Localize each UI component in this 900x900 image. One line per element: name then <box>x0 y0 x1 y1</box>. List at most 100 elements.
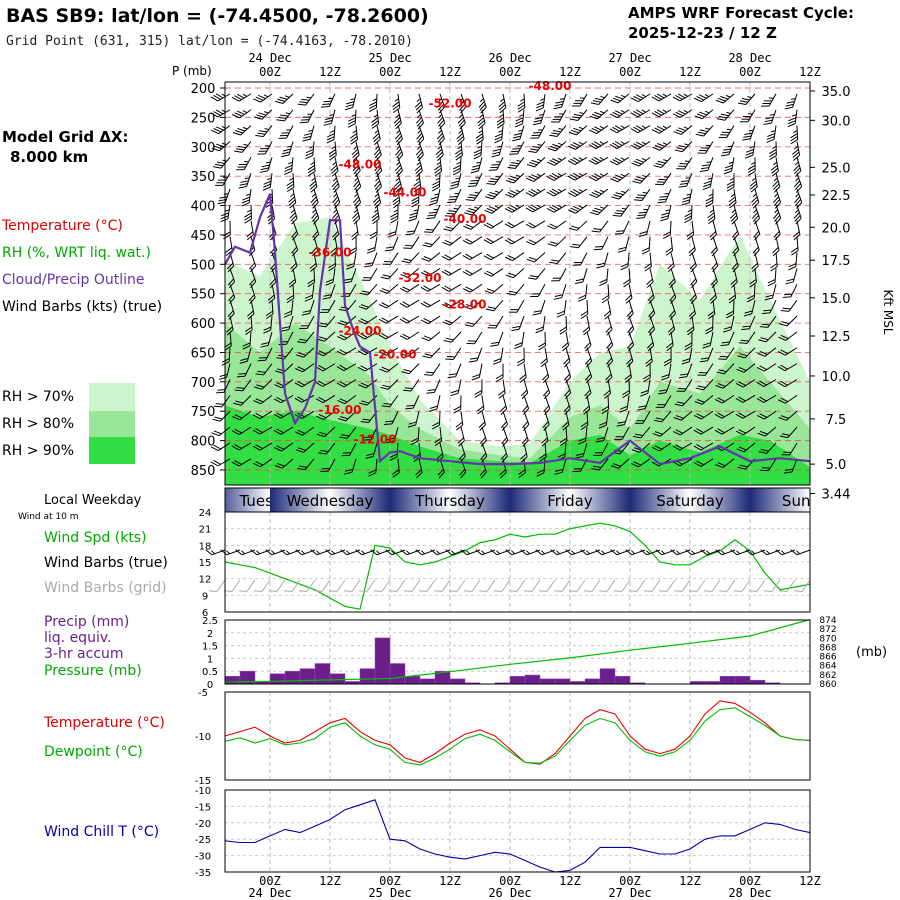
barb-shaft <box>578 236 588 249</box>
barb-half-flag <box>211 550 216 555</box>
barb-shaft <box>775 252 778 267</box>
wind-barb-grid <box>418 579 436 592</box>
barb-flag <box>394 132 401 140</box>
wind-barb-grid <box>253 579 271 592</box>
barb-shaft <box>390 252 399 265</box>
barb-shaft <box>452 347 462 360</box>
barb-shaft <box>250 220 254 235</box>
barb-flag <box>528 277 537 280</box>
barb-flag <box>517 104 525 110</box>
barb-shaft <box>292 236 299 251</box>
barb-flag <box>646 342 654 349</box>
barb-flag <box>413 180 421 187</box>
barb-shaft <box>407 283 420 293</box>
wind-barb <box>476 395 485 415</box>
wind-tick-label: 18 <box>199 541 212 552</box>
barb-flag <box>719 355 728 358</box>
barb-flag <box>304 294 313 299</box>
wind-barb <box>782 284 798 298</box>
wind-barb <box>641 236 651 255</box>
barb-flag <box>540 361 548 368</box>
wind-barb <box>509 141 525 155</box>
barb-shaft <box>220 157 231 169</box>
wind-barb <box>434 427 443 447</box>
barb-flag <box>720 134 729 136</box>
barb-shaft <box>742 410 756 419</box>
barb-flag <box>483 224 492 229</box>
model-grid-value: 8.000 km <box>10 148 88 166</box>
pressure-axis-title: P (mb) <box>172 64 212 78</box>
wind-barb <box>728 284 737 304</box>
barb-flag <box>536 104 544 109</box>
dewpoint-label: Dewpoint (°C) <box>44 744 143 760</box>
barb-flag <box>720 113 729 117</box>
barb-shaft <box>388 268 399 280</box>
barb-shaft <box>428 315 441 325</box>
barb-flag <box>344 107 353 111</box>
barb-flag <box>585 357 592 365</box>
barb-shaft <box>284 347 294 360</box>
barb-flag <box>385 246 395 249</box>
barb-flag <box>627 313 634 320</box>
top-hour-label: 00Z <box>259 65 281 79</box>
barb-shaft <box>665 379 672 393</box>
barb-half-flag <box>796 550 801 555</box>
temperature-contour-label: -44.00 <box>384 186 427 200</box>
barb-shaft <box>763 394 777 403</box>
wind-barb <box>484 283 504 294</box>
barb-half-flag <box>466 550 471 555</box>
barb-shaft <box>240 395 252 406</box>
barb-flag <box>313 590 323 592</box>
barb-flag <box>228 294 235 302</box>
precip-bar <box>539 678 556 685</box>
barb-flag <box>759 380 767 386</box>
barb-flag <box>238 186 247 189</box>
wind-barb <box>590 204 609 216</box>
barb-half-flag <box>752 193 757 198</box>
barb-flag <box>654 445 663 450</box>
barb-flag <box>597 262 606 266</box>
wind-barb <box>693 458 714 467</box>
barb-flag <box>717 397 726 402</box>
barb-shaft <box>796 236 799 251</box>
barb-flag <box>322 297 331 300</box>
barb-flag <box>590 211 599 216</box>
wind-barb <box>630 93 651 103</box>
barb-half-flag <box>641 141 647 145</box>
wind-barb <box>246 220 254 241</box>
barb-flag <box>599 421 607 426</box>
barb-shaft <box>731 157 735 172</box>
barb-flag <box>763 590 773 592</box>
barb-flag <box>634 422 643 424</box>
barb-shaft <box>691 315 695 330</box>
barb-flag <box>311 249 319 257</box>
barb-shaft <box>475 173 483 187</box>
barb-half-flag <box>375 145 379 150</box>
barb-flag <box>297 103 306 106</box>
barb-flag <box>632 435 642 439</box>
barb-flag <box>438 471 445 479</box>
barb-flag <box>614 110 623 115</box>
barb-flag <box>684 215 692 221</box>
barb-flag <box>514 123 523 128</box>
wind-barb <box>352 157 361 177</box>
wind-barb <box>720 141 735 157</box>
barb-half-flag <box>306 96 312 99</box>
barb-flag <box>241 199 250 204</box>
barb-flag <box>414 186 422 193</box>
barb-shaft <box>385 315 399 324</box>
barb-flag <box>448 373 457 376</box>
barb-flag <box>252 429 261 435</box>
wind-barb <box>252 442 273 451</box>
barb-flag <box>237 166 246 168</box>
barb-flag <box>659 195 668 198</box>
wind-barb <box>420 283 441 292</box>
barb-flag <box>745 549 753 556</box>
barb-flag <box>655 549 663 556</box>
wind-barb-grid <box>568 579 586 592</box>
pressure-tick-label: 500 <box>191 258 216 273</box>
barb-shaft <box>322 379 336 387</box>
barb-flag <box>307 281 315 288</box>
wind-barb <box>392 189 401 209</box>
